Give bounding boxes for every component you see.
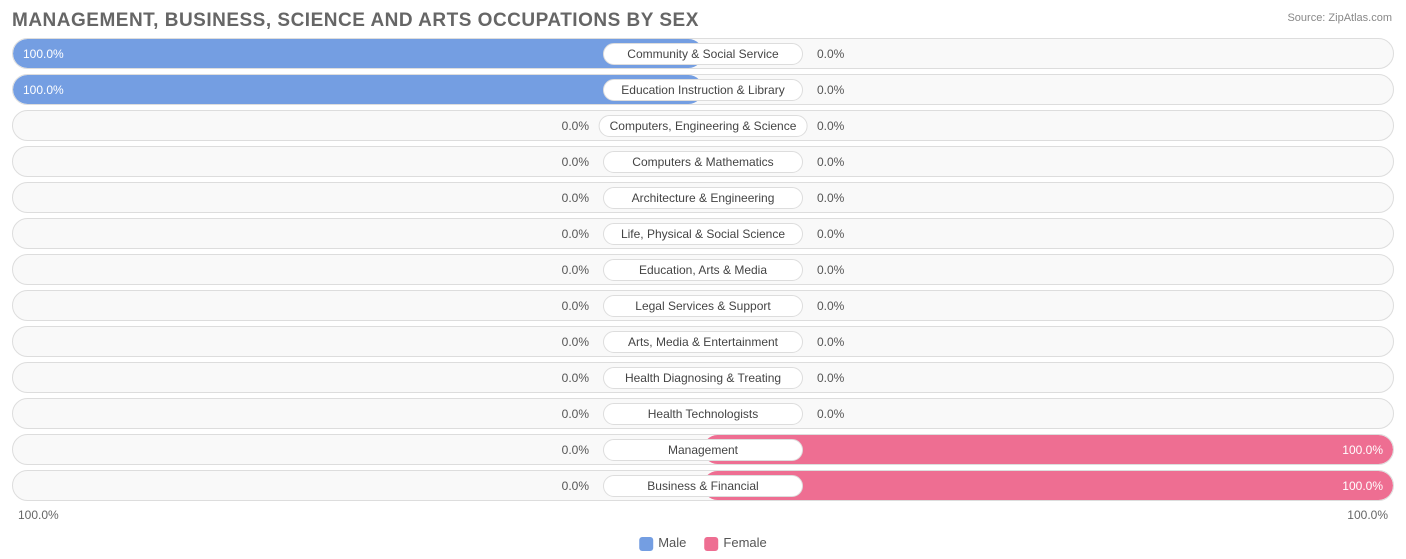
male-value-label: 0.0% [562, 299, 589, 313]
female-value-label: 0.0% [817, 227, 844, 241]
female-value-label: 0.0% [817, 155, 844, 169]
legend-male: Male [639, 535, 686, 551]
chart-row: 0.0% 0.0% Legal Services & Support [12, 290, 1394, 321]
axis-left-label: 100.0% [18, 508, 59, 522]
male-value-label: 0.0% [562, 263, 589, 277]
x-axis: 100.0% 100.0% [12, 506, 1394, 522]
female-value-label: 100.0% [1342, 443, 1383, 457]
male-value-label: 0.0% [562, 371, 589, 385]
category-label: Computers & Mathematics [603, 151, 803, 173]
chart-row: 100.0% 0.0% Education Instruction & Librar… [12, 74, 1394, 105]
chart-row: 0.0% 0.0% Health Technologists [12, 398, 1394, 429]
female-bar [703, 435, 1393, 464]
chart-row: 100.0% 0.0% Community & Social Service [12, 38, 1394, 69]
female-value-label: 100.0% [1342, 479, 1383, 493]
chart-row: 0.0% 0.0% Computers, Engineering & Science [12, 110, 1394, 141]
female-value-label: 0.0% [817, 83, 844, 97]
female-value-label: 0.0% [817, 335, 844, 349]
female-bar [703, 471, 1393, 500]
male-swatch [639, 537, 653, 551]
category-label: Community & Social Service [603, 43, 803, 65]
male-value-label: 0.0% [562, 227, 589, 241]
chart-row: 0.0% 0.0% Computers & Mathematics [12, 146, 1394, 177]
male-value-label: 100.0% [23, 47, 64, 61]
male-bar [13, 39, 703, 68]
female-value-label: 0.0% [817, 119, 844, 133]
chart-row: 0.0% 0.0% Health Diagnosing & Treating [12, 362, 1394, 393]
male-value-label: 0.0% [562, 191, 589, 205]
category-label: Health Diagnosing & Treating [603, 367, 803, 389]
category-label: Education, Arts & Media [603, 259, 803, 281]
male-value-label: 100.0% [23, 83, 64, 97]
female-swatch [704, 537, 718, 551]
category-label: Business & Financial [603, 475, 803, 497]
diverging-bar-chart: 100.0%0.0%Community & Social Service100.… [12, 38, 1394, 501]
chart-row: 0.0% 0.0% Architecture & Engineering [12, 182, 1394, 213]
male-bar [13, 75, 703, 104]
chart-row: 0.0% 100.0% Business & Financial [12, 470, 1394, 501]
axis-right-label: 100.0% [1347, 508, 1388, 522]
male-value-label: 0.0% [562, 479, 589, 493]
category-label: Architecture & Engineering [603, 187, 803, 209]
category-label: Computers, Engineering & Science [599, 115, 808, 137]
male-value-label: 0.0% [562, 335, 589, 349]
chart-title: MANAGEMENT, BUSINESS, SCIENCE AND ARTS O… [12, 10, 1394, 32]
legend-male-label: Male [658, 535, 686, 550]
chart-row: 0.0% 0.0% Arts, Media & Entertainment [12, 326, 1394, 357]
female-value-label: 0.0% [817, 407, 844, 421]
male-value-label: 0.0% [562, 443, 589, 457]
female-value-label: 0.0% [817, 191, 844, 205]
male-value-label: 0.0% [562, 119, 589, 133]
chart-row: 0.0% 100.0% Management [12, 434, 1394, 465]
category-label: Arts, Media & Entertainment [603, 331, 803, 353]
category-label: Education Instruction & Library [603, 79, 803, 101]
legend-female-label: Female [723, 535, 766, 550]
chart-row: 0.0% 0.0% Life, Physical & Social Science [12, 218, 1394, 249]
female-value-label: 0.0% [817, 47, 844, 61]
category-label: Health Technologists [603, 403, 803, 425]
category-label: Life, Physical & Social Science [603, 223, 803, 245]
legend: Male Female [639, 535, 767, 551]
male-value-label: 0.0% [562, 407, 589, 421]
female-value-label: 0.0% [817, 263, 844, 277]
legend-female: Female [704, 535, 766, 551]
category-label: Legal Services & Support [603, 295, 803, 317]
category-label: Management [603, 439, 803, 461]
source-attribution: Source: ZipAtlas.com [1287, 12, 1392, 24]
female-value-label: 0.0% [817, 371, 844, 385]
female-value-label: 0.0% [817, 299, 844, 313]
male-value-label: 0.0% [562, 155, 589, 169]
chart-row: 0.0% 0.0% Education, Arts & Media [12, 254, 1394, 285]
